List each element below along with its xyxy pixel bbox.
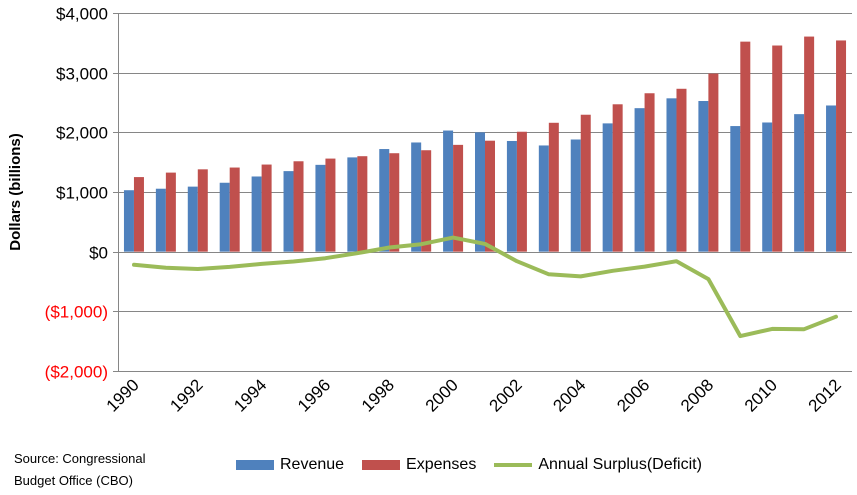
y-tick-label: $1,000 bbox=[56, 184, 108, 203]
expenses-bar bbox=[676, 88, 687, 252]
x-tick-label: 1990 bbox=[103, 375, 143, 415]
source-note: Source: Congressional Budget Office (CBO… bbox=[14, 451, 146, 488]
expenses-bar bbox=[485, 140, 495, 252]
bars bbox=[123, 36, 847, 252]
expenses-bar bbox=[261, 164, 272, 252]
y-tick-label: $0 bbox=[89, 244, 108, 263]
expenses-bar bbox=[389, 153, 400, 252]
revenue-bar bbox=[411, 142, 422, 252]
revenue-bar bbox=[219, 182, 230, 252]
revenue-bar bbox=[794, 114, 805, 252]
surplus-line-path bbox=[132, 235, 838, 339]
axes bbox=[113, 13, 119, 372]
revenue-bar bbox=[506, 140, 517, 252]
expenses-bar bbox=[229, 167, 240, 252]
revenue-bar bbox=[730, 126, 741, 252]
revenue-bar bbox=[762, 122, 773, 252]
x-tick-label: 2010 bbox=[741, 375, 781, 415]
revenue-bar bbox=[475, 132, 485, 252]
legend-item-surplus: Annual Surplus(Deficit) bbox=[494, 456, 702, 474]
y-tick-label: $4,000 bbox=[56, 5, 108, 24]
y-tick-labels: $4,000 $3,000 $2,000 $1,000 $0 ($1,000) ($2,00… bbox=[45, 5, 108, 382]
x-tick-label: 2002 bbox=[486, 375, 526, 415]
expenses-bar bbox=[612, 104, 623, 252]
y-tick-label: ($1,000) bbox=[45, 303, 108, 322]
expenses-bar bbox=[708, 73, 719, 252]
revenue-bar bbox=[347, 157, 358, 252]
expenses-bar bbox=[740, 41, 751, 252]
revenue-bar bbox=[666, 98, 677, 252]
revenue-bar bbox=[187, 186, 198, 252]
surplus-line bbox=[132, 235, 838, 339]
revenue-bar bbox=[538, 145, 549, 252]
expenses-bar bbox=[548, 122, 559, 252]
expenses-bar bbox=[516, 131, 527, 252]
expenses-bar bbox=[804, 36, 815, 252]
revenue-bar bbox=[155, 188, 166, 252]
legend-label-surplus: Annual Surplus(Deficit) bbox=[538, 456, 702, 473]
revenue-bar bbox=[251, 176, 262, 252]
expenses-bar bbox=[325, 158, 336, 252]
legend-item-expenses: Expenses bbox=[362, 456, 476, 474]
expenses-bar bbox=[772, 45, 783, 252]
revenue-bar bbox=[602, 123, 613, 252]
y-axis-label: Dollars (billions) bbox=[7, 133, 24, 251]
expenses-bar bbox=[197, 169, 208, 252]
x-tick-label: 1992 bbox=[166, 375, 206, 415]
revenue-bar bbox=[123, 190, 134, 252]
revenue-bar bbox=[698, 101, 709, 252]
y-tick-label: ($2,000) bbox=[45, 363, 108, 382]
expenses-bar bbox=[357, 156, 368, 252]
expenses-bar bbox=[133, 177, 144, 252]
expenses-bar bbox=[644, 93, 655, 252]
revenue-bar bbox=[379, 149, 390, 252]
legend-item-revenue: Revenue bbox=[236, 456, 344, 474]
x-tick-labels: 1990 1992 1994 1996 1998 2000 2002 2004 2006 2008… bbox=[103, 375, 845, 415]
expenses-bar bbox=[165, 172, 176, 252]
revenue-bar bbox=[826, 105, 837, 252]
x-tick-label: 1996 bbox=[294, 375, 334, 415]
legend-swatch-revenue bbox=[236, 460, 274, 470]
legend-label-expenses: Expenses bbox=[406, 456, 477, 473]
expenses-bar bbox=[293, 161, 304, 252]
legend-swatch-surplus bbox=[494, 463, 533, 467]
revenue-bar bbox=[570, 139, 581, 252]
legend-label-revenue: Revenue bbox=[280, 456, 345, 473]
revenue-bar bbox=[283, 171, 294, 252]
expenses-bar bbox=[836, 40, 847, 252]
x-tick-label: 2012 bbox=[805, 375, 845, 415]
expenses-bar bbox=[580, 114, 591, 252]
x-tick-label: 1998 bbox=[358, 375, 398, 415]
x-tick-label: 2004 bbox=[549, 375, 589, 415]
x-tick-label: 1994 bbox=[230, 375, 270, 415]
x-tick-label: 2008 bbox=[677, 375, 717, 415]
revenue-bar bbox=[443, 130, 454, 252]
y-tick-label: $2,000 bbox=[56, 124, 108, 143]
expenses-bar bbox=[421, 150, 432, 252]
revenue-bar bbox=[315, 164, 326, 252]
y-tick-label: $3,000 bbox=[56, 65, 108, 84]
revenue-bar bbox=[634, 108, 645, 252]
expenses-bar bbox=[453, 144, 464, 252]
x-tick-label: 2000 bbox=[422, 375, 462, 415]
x-tick-label: 2006 bbox=[613, 375, 653, 415]
legend: Revenue Expenses Annual Surplus(Deficit) bbox=[236, 456, 720, 474]
legend-swatch-expenses bbox=[362, 460, 401, 470]
